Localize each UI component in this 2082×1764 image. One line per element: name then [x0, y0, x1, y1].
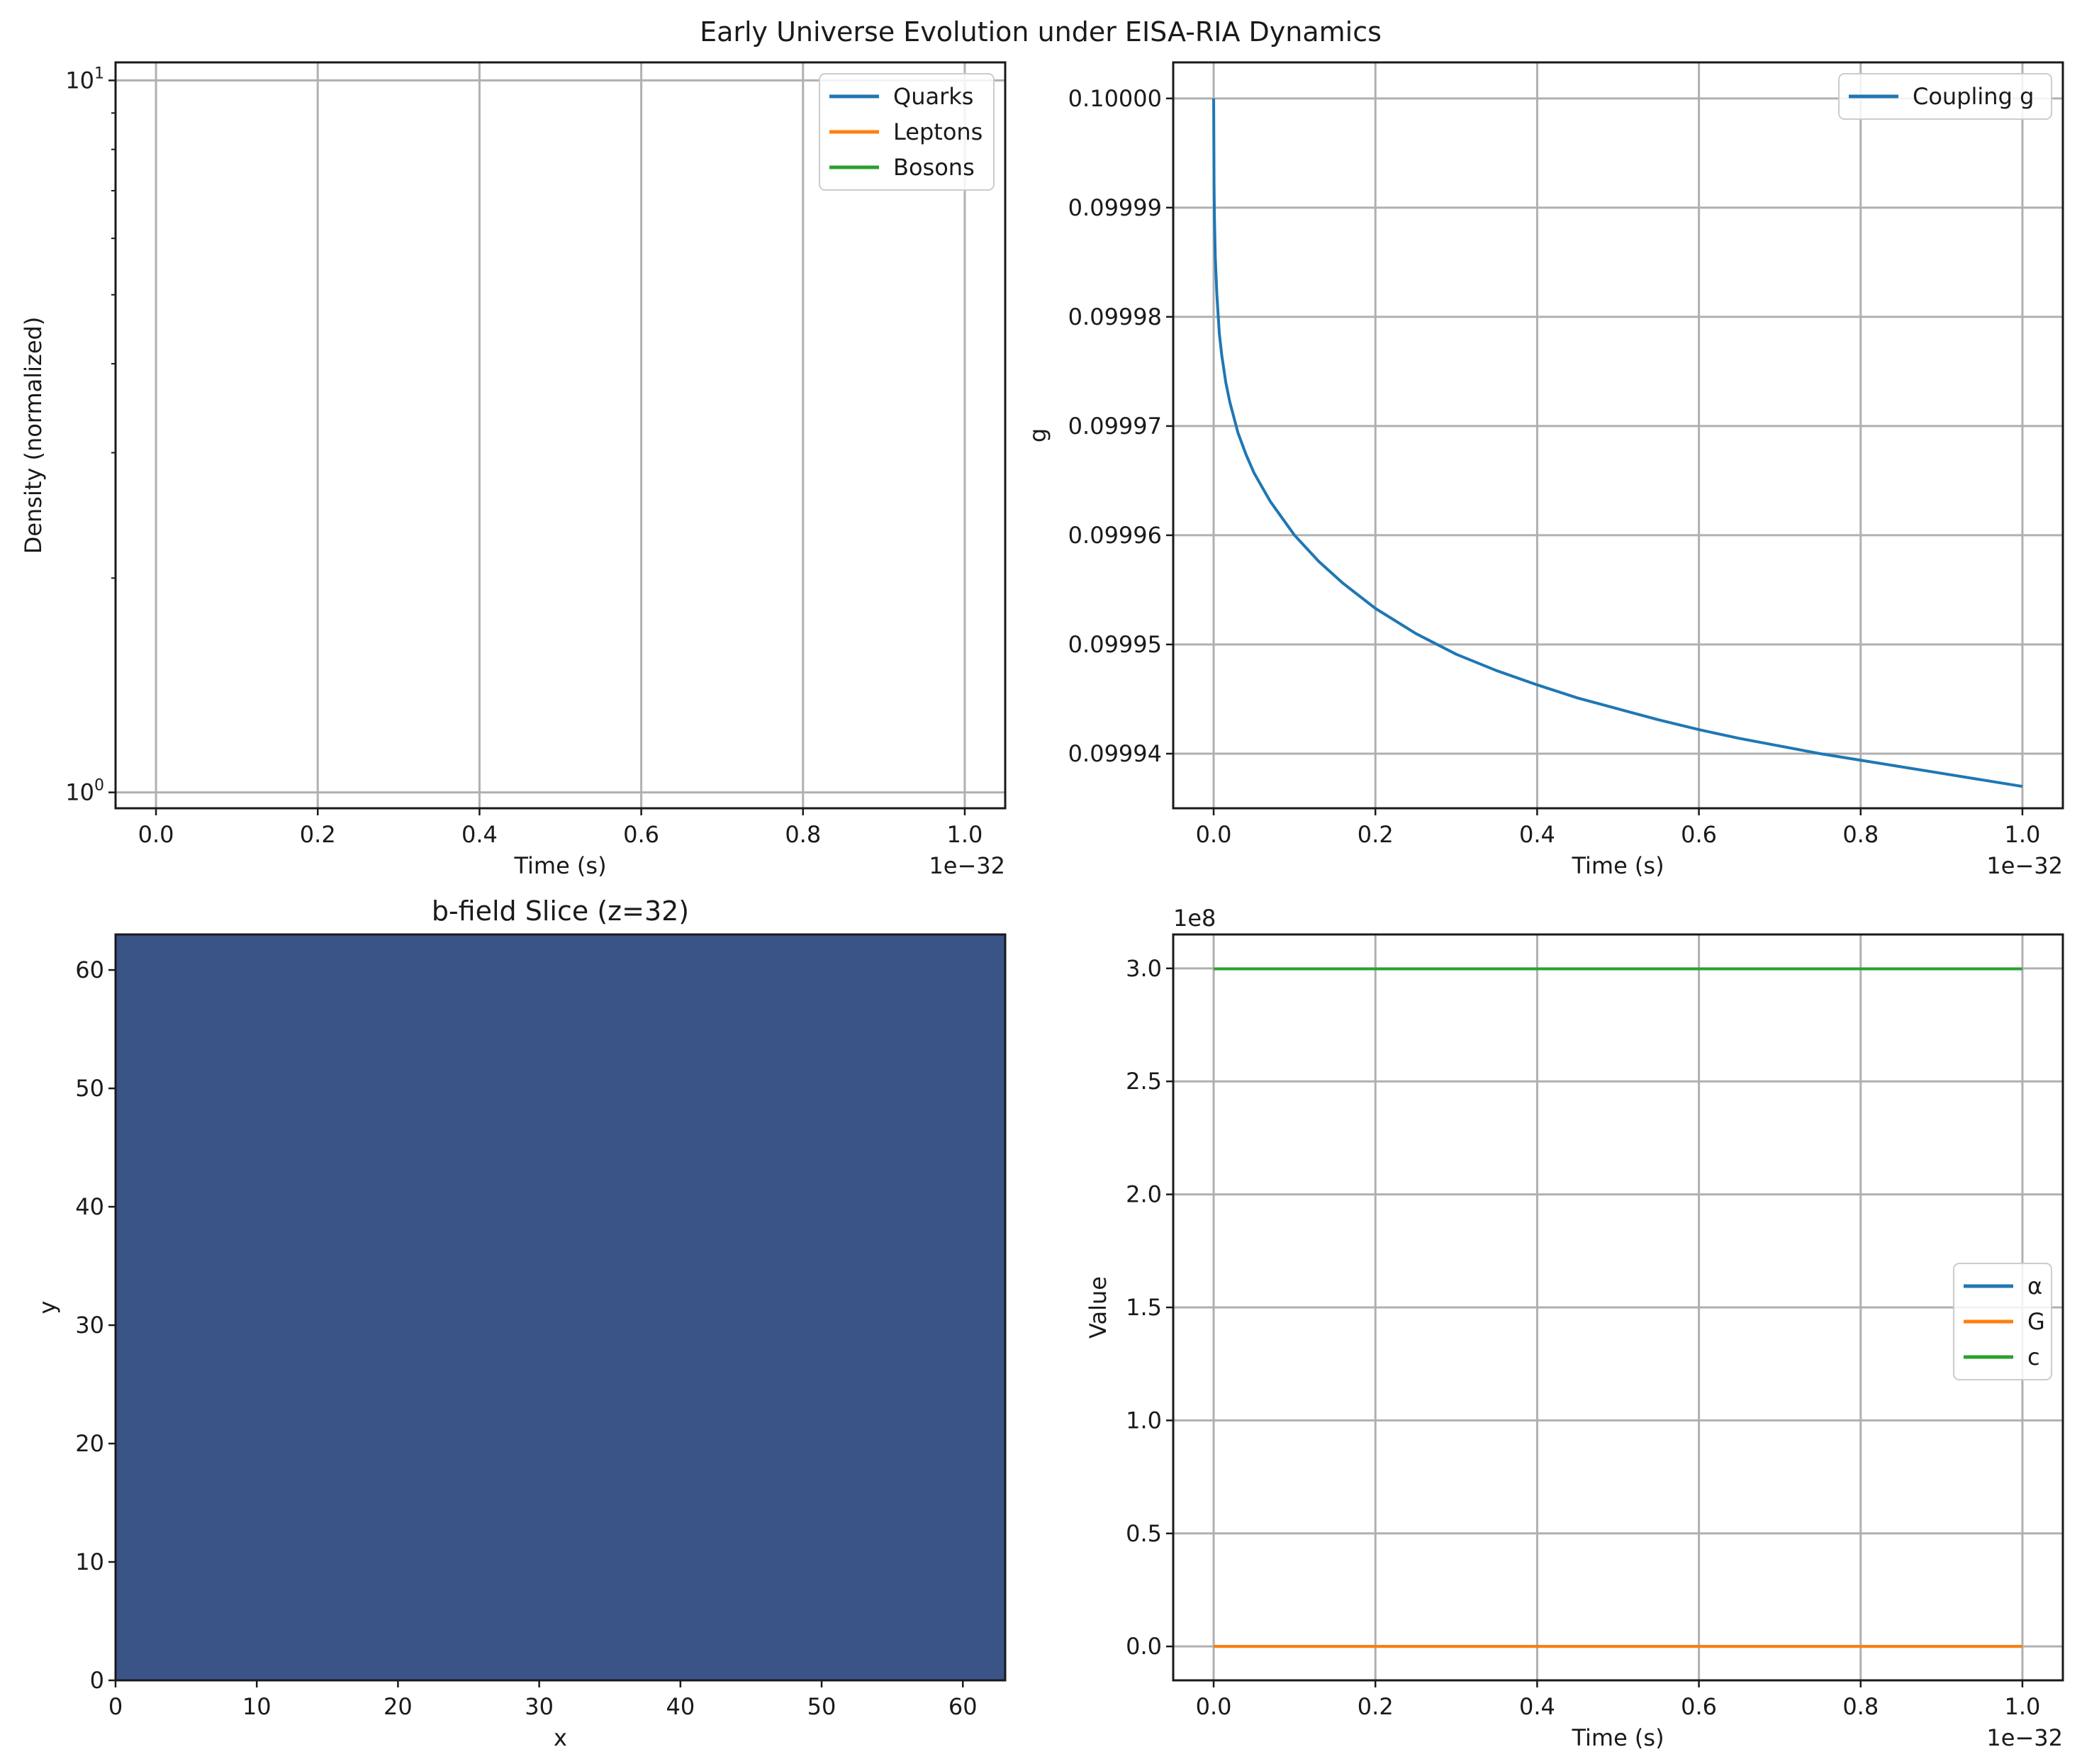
legend-label: c — [2027, 1344, 2040, 1371]
legend-label: Coupling g — [1913, 83, 2034, 110]
x-tick-label: 0.2 — [1358, 1693, 1394, 1720]
y-axis-label: y — [34, 1301, 61, 1314]
axes-frame — [1172, 61, 2064, 810]
x-axis-label: x — [554, 1724, 567, 1751]
x-axis-label: Time (s) — [513, 852, 606, 879]
legend-label: α — [2027, 1273, 2042, 1300]
x-tick-label: 1.0 — [947, 821, 983, 848]
subplot-constants: 0.0 0.2 0.4 0.6 0.8 1.0 0.0 0.5 1.0 1.5 2.0 2.5 3.0 T… — [1085, 905, 2064, 1751]
subplot-title: b-field Slice (z=32) — [432, 895, 689, 927]
x-tick-label: 50 — [807, 1693, 836, 1720]
x-tick-label: 0.0 — [1196, 821, 1232, 848]
x-tick-label: 0.8 — [785, 821, 821, 848]
y-axis-label: Value — [1085, 1276, 1112, 1339]
y-tick-label: 50 — [75, 1075, 104, 1102]
x-tick-label: 1.0 — [2005, 1693, 2041, 1720]
x-offset-text: 1e−32 — [1986, 852, 2063, 879]
y-tick-label: 20 — [75, 1430, 104, 1457]
axes-frame — [114, 933, 1007, 1682]
y-tick-label: 3.0 — [1126, 955, 1162, 982]
x-tick-label: 0.6 — [1681, 1693, 1717, 1720]
y-axis-label: g — [1024, 428, 1051, 442]
legend-box — [819, 73, 995, 191]
y-tick-label: 40 — [75, 1193, 104, 1220]
x-tick-label: 0.2 — [300, 821, 336, 848]
x-tick-label: 0 — [108, 1693, 123, 1720]
y-tick-label: 100 — [65, 777, 104, 806]
x-tick-label: 0.8 — [1842, 821, 1879, 848]
x-tick-label: 10 — [242, 1693, 272, 1720]
x-axis-label: Time (s) — [1571, 1724, 1664, 1751]
y-axis-label: Density (normalized) — [20, 317, 47, 554]
legend: Coupling g — [1838, 73, 2052, 120]
y-tick-label: 0.5 — [1126, 1520, 1162, 1547]
subplot-density: 0.0 0.2 0.4 0.6 0.8 1.0 100 101 Time (s) Density … — [20, 61, 1007, 879]
x-tick-label: 30 — [525, 1693, 554, 1720]
x-tick-label: 0.0 — [1196, 1693, 1232, 1720]
legend-box — [1838, 73, 2052, 120]
y-tick-label: 1.5 — [1126, 1294, 1162, 1321]
x-tick-label: 20 — [384, 1693, 413, 1720]
x-tick-label: 0.0 — [138, 821, 174, 848]
y-tick-label: 2.5 — [1126, 1068, 1162, 1095]
legend: αGc — [1953, 1263, 2052, 1380]
y-offset-text: 1e8 — [1173, 905, 1216, 932]
y-tick-label: 0.09994 — [1068, 740, 1162, 767]
legend-label: Leptons — [893, 118, 983, 145]
y-tick-label: 0.09999 — [1068, 194, 1162, 221]
x-tick-label: 0.8 — [1842, 1693, 1879, 1720]
x-tick-label: 0.6 — [623, 821, 659, 848]
heatmap-image — [116, 934, 1005, 1680]
legend-label: G — [2027, 1308, 2045, 1335]
x-tick-label: 0.4 — [1519, 1693, 1555, 1720]
y-tick-label: 2.0 — [1126, 1181, 1162, 1208]
y-tick-label: 30 — [75, 1312, 104, 1339]
y-tick-label: 0.10000 — [1068, 85, 1162, 112]
x-tick-label: 0.4 — [461, 821, 498, 848]
legend-label: Quarks — [893, 83, 973, 110]
series-line-coupling-0 — [1212, 98, 2023, 788]
x-axis-label: Time (s) — [1571, 852, 1664, 879]
x-tick-label: 0.2 — [1358, 821, 1394, 848]
y-tick-label: 0 — [90, 1667, 104, 1694]
y-tick-label: 10 — [75, 1548, 104, 1575]
y-tick-label: 0.09996 — [1068, 522, 1162, 549]
figure-title: Early Universe Evolution under EISA-RIA … — [700, 16, 1382, 48]
x-tick-label: 0.6 — [1681, 821, 1717, 848]
y-tick-label: 0.09997 — [1068, 413, 1162, 440]
subplot-bfield: 0 10 20 30 40 50 60 0 10 20 30 40 50 60 x y b-field Slic… — [34, 895, 1007, 1751]
x-tick-label: 60 — [948, 1693, 978, 1720]
subplot-coupling: 0.0 0.2 0.4 0.6 0.8 1.0 0.09994 0.09995 0.09996 0… — [1024, 61, 2064, 879]
x-tick-label: 1.0 — [2005, 821, 2041, 848]
x-tick-label: 40 — [666, 1693, 695, 1720]
x-offset-text: 1e−32 — [1986, 1724, 2063, 1751]
y-tick-label: 101 — [65, 65, 104, 94]
legend-label: Bosons — [893, 154, 975, 181]
axes-frame — [114, 61, 1007, 810]
x-offset-text: 1e−32 — [929, 852, 1005, 879]
x-tick-label: 0.4 — [1519, 821, 1555, 848]
y-tick-label: 0.09998 — [1068, 303, 1162, 330]
y-tick-label: 1.0 — [1126, 1407, 1162, 1434]
y-tick-label: 0.0 — [1126, 1633, 1162, 1660]
legend: Quarks Leptons Bosons — [819, 73, 995, 191]
y-tick-label: 0.09995 — [1068, 631, 1162, 658]
y-tick-label: 60 — [75, 956, 104, 983]
